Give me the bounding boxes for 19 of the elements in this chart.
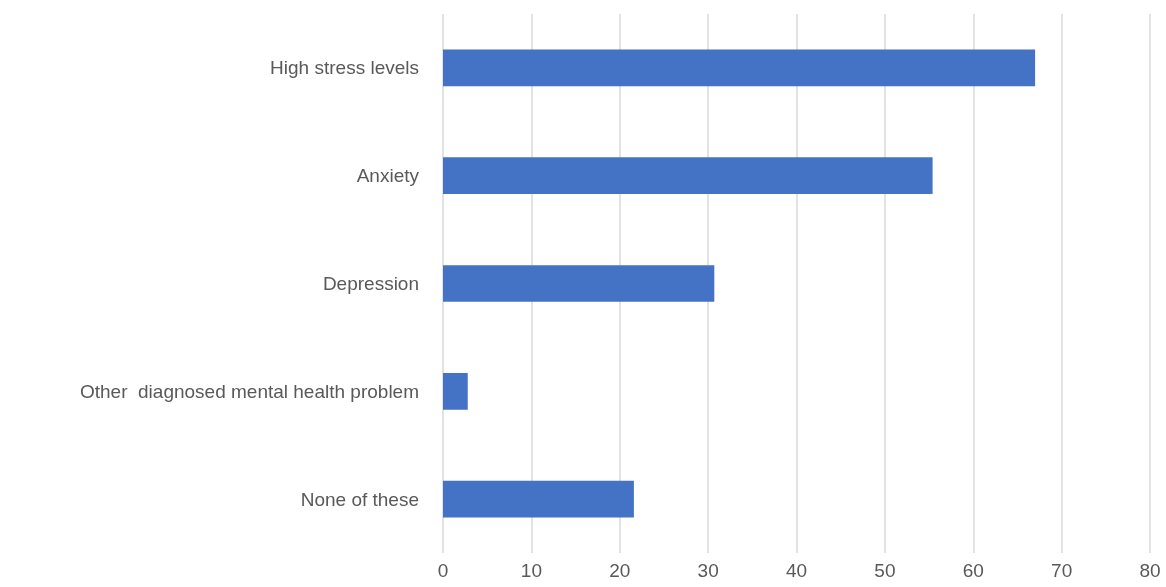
y-tick-label: Depression bbox=[322, 273, 419, 294]
y-tick-label: Other diagnosed mental health problem bbox=[79, 380, 419, 402]
x-tick-label: 0 bbox=[437, 560, 449, 581]
y-tick-label: None of these bbox=[300, 488, 419, 510]
x-tick-label: 20 bbox=[609, 560, 631, 581]
x-tick-label: 70 bbox=[1051, 560, 1073, 581]
bar bbox=[443, 480, 634, 518]
y-tick-label: High stress levels bbox=[270, 57, 419, 79]
bar bbox=[443, 265, 715, 302]
bar bbox=[443, 49, 1036, 87]
x-tick-label: 80 bbox=[1139, 560, 1161, 581]
x-tick-label: 40 bbox=[785, 560, 808, 581]
y-tick-label: Anxiety bbox=[356, 165, 420, 187]
x-tick-label: 10 bbox=[520, 560, 542, 581]
bar bbox=[443, 372, 468, 410]
x-tick-label: 30 bbox=[697, 560, 719, 581]
x-tick-label: 50 bbox=[874, 560, 896, 581]
bar bbox=[443, 157, 933, 195]
x-tick-label: 60 bbox=[962, 560, 984, 581]
